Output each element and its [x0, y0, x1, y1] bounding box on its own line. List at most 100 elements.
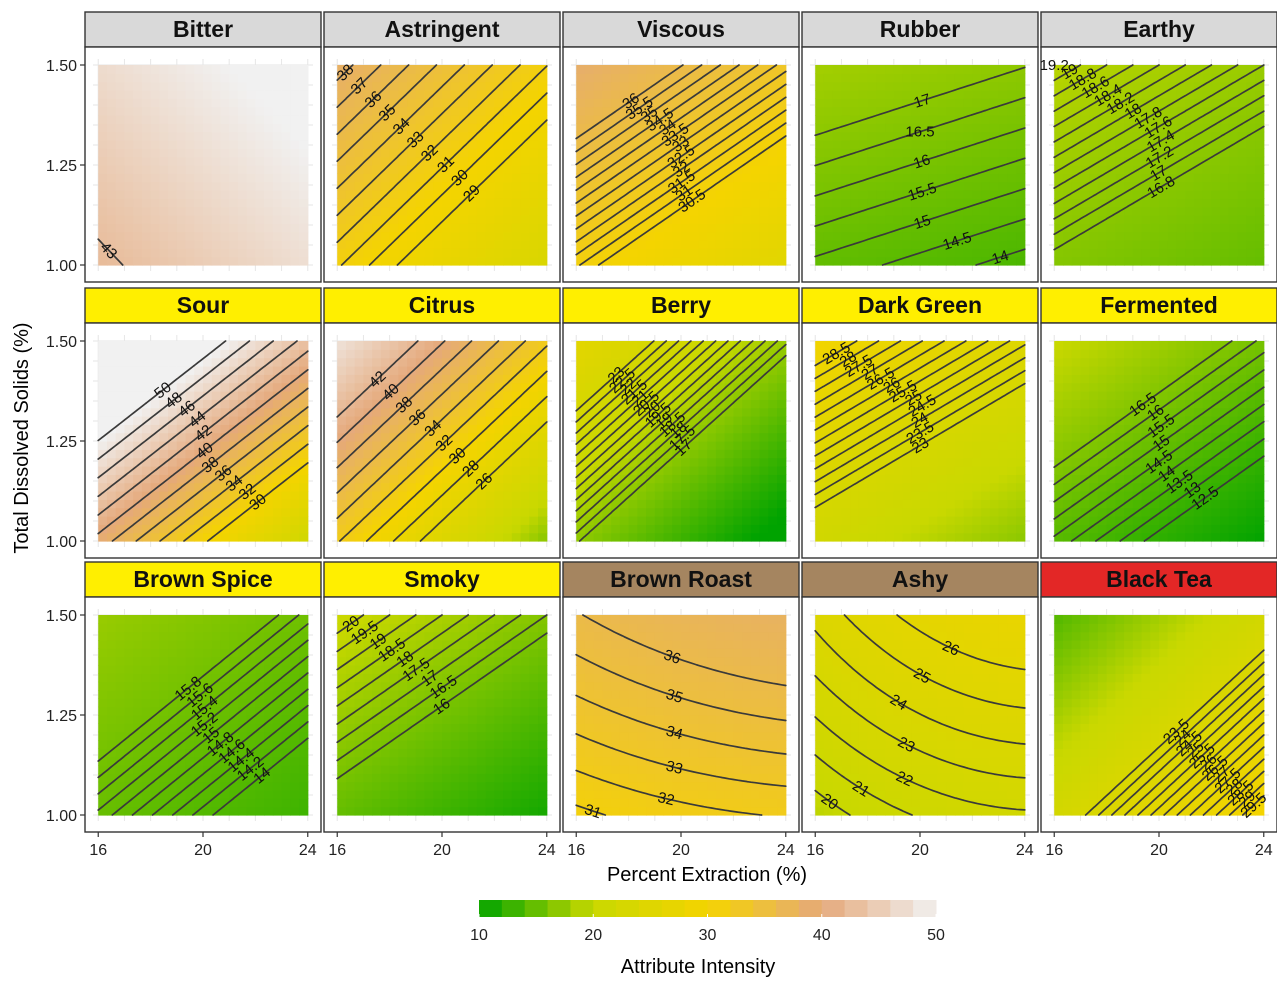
fill-cell	[1220, 173, 1229, 182]
fill-cell	[142, 198, 151, 207]
fill-cell	[972, 90, 981, 99]
fill-cell	[777, 182, 786, 191]
fill-cell	[690, 516, 699, 525]
fill-cell	[751, 240, 760, 249]
fill-cell	[876, 90, 885, 99]
fill-cell	[672, 240, 681, 249]
fill-cell	[433, 115, 442, 124]
fill-cell	[841, 223, 850, 232]
fill-cell	[503, 232, 512, 241]
fill-cell	[381, 148, 390, 157]
fill-cell	[1229, 207, 1238, 216]
fill-cell	[425, 215, 434, 224]
fill-cell	[920, 140, 929, 149]
fill-cell	[742, 257, 751, 266]
fill-cell	[742, 165, 751, 174]
fill-cell	[1229, 215, 1238, 224]
fill-cell	[521, 190, 530, 199]
fill-cell	[186, 132, 195, 141]
fill-cell	[512, 499, 521, 508]
fill-cell	[850, 132, 859, 141]
fill-cell	[972, 65, 981, 74]
fill-cell	[1176, 240, 1185, 249]
fill-cell	[133, 123, 142, 132]
fill-cell	[194, 123, 203, 132]
fill-cell	[538, 458, 547, 467]
fill-cell	[442, 533, 451, 542]
fill-cell	[486, 132, 495, 141]
fill-cell	[815, 240, 824, 249]
fill-cell	[1150, 223, 1159, 232]
fill-cell	[468, 232, 477, 241]
fill-cell	[1176, 215, 1185, 224]
fill-cell	[655, 516, 664, 525]
fill-cell	[760, 215, 769, 224]
fill-cell	[168, 82, 177, 91]
fill-cell	[486, 207, 495, 216]
fill-cell	[760, 207, 769, 216]
fill-cell	[247, 182, 256, 191]
fill-cell	[151, 107, 160, 116]
fill-cell	[194, 223, 203, 232]
fill-cell	[107, 198, 116, 207]
fill-cell	[433, 257, 442, 266]
fill-cell	[98, 190, 107, 199]
fill-cell	[777, 383, 786, 392]
fill-cell	[98, 424, 107, 433]
fill-cell	[451, 257, 460, 266]
fill-cell	[486, 383, 495, 392]
fill-cell	[760, 424, 769, 433]
fill-cell	[850, 107, 859, 116]
fill-cell	[760, 499, 769, 508]
fill-cell	[768, 240, 777, 249]
fill-cell	[116, 157, 125, 166]
fill-cell	[1238, 198, 1247, 207]
fill-cell	[664, 491, 673, 500]
fill-cell	[116, 198, 125, 207]
fill-cell	[725, 474, 734, 483]
fill-cell	[521, 508, 530, 517]
fill-cell	[1115, 123, 1124, 132]
fill-cell	[1115, 248, 1124, 257]
fill-cell	[911, 232, 920, 241]
fill-cell	[999, 182, 1008, 191]
fill-cell	[1203, 215, 1212, 224]
fill-cell	[538, 215, 547, 224]
fill-cell	[142, 182, 151, 191]
fill-cell	[98, 198, 107, 207]
fill-cell	[585, 358, 594, 367]
fill-cell	[1211, 248, 1220, 257]
fill-cell	[690, 215, 699, 224]
fill-cell	[142, 374, 151, 383]
fill-cell	[264, 157, 273, 166]
fill-cell	[824, 90, 833, 99]
fill-cell	[777, 516, 786, 525]
fill-cell	[594, 366, 603, 375]
fill-cell	[955, 73, 964, 82]
fill-cell	[1211, 165, 1220, 174]
fill-cell	[894, 98, 903, 107]
fill-cell	[937, 190, 946, 199]
fill-cell	[707, 190, 716, 199]
fill-cell	[585, 65, 594, 74]
fill-cell	[955, 198, 964, 207]
fill-cell	[494, 123, 503, 132]
fill-cell	[655, 533, 664, 542]
fill-cell	[1133, 82, 1142, 91]
fill-cell	[299, 341, 308, 350]
fill-cell	[133, 349, 142, 358]
fill-cell	[398, 190, 407, 199]
fill-cell	[459, 157, 468, 166]
fill-cell	[868, 73, 877, 82]
fill-cell	[1185, 82, 1194, 91]
fill-cell	[768, 383, 777, 392]
fill-cell	[177, 115, 186, 124]
fill-cell	[946, 257, 955, 266]
fill-cell	[98, 115, 107, 124]
fill-cell	[841, 257, 850, 266]
y-tick-label: 1.25	[46, 434, 77, 451]
fill-cell	[459, 408, 468, 417]
fill-cell	[1159, 82, 1168, 91]
fill-cell	[1246, 257, 1255, 266]
fill-cell	[142, 190, 151, 199]
